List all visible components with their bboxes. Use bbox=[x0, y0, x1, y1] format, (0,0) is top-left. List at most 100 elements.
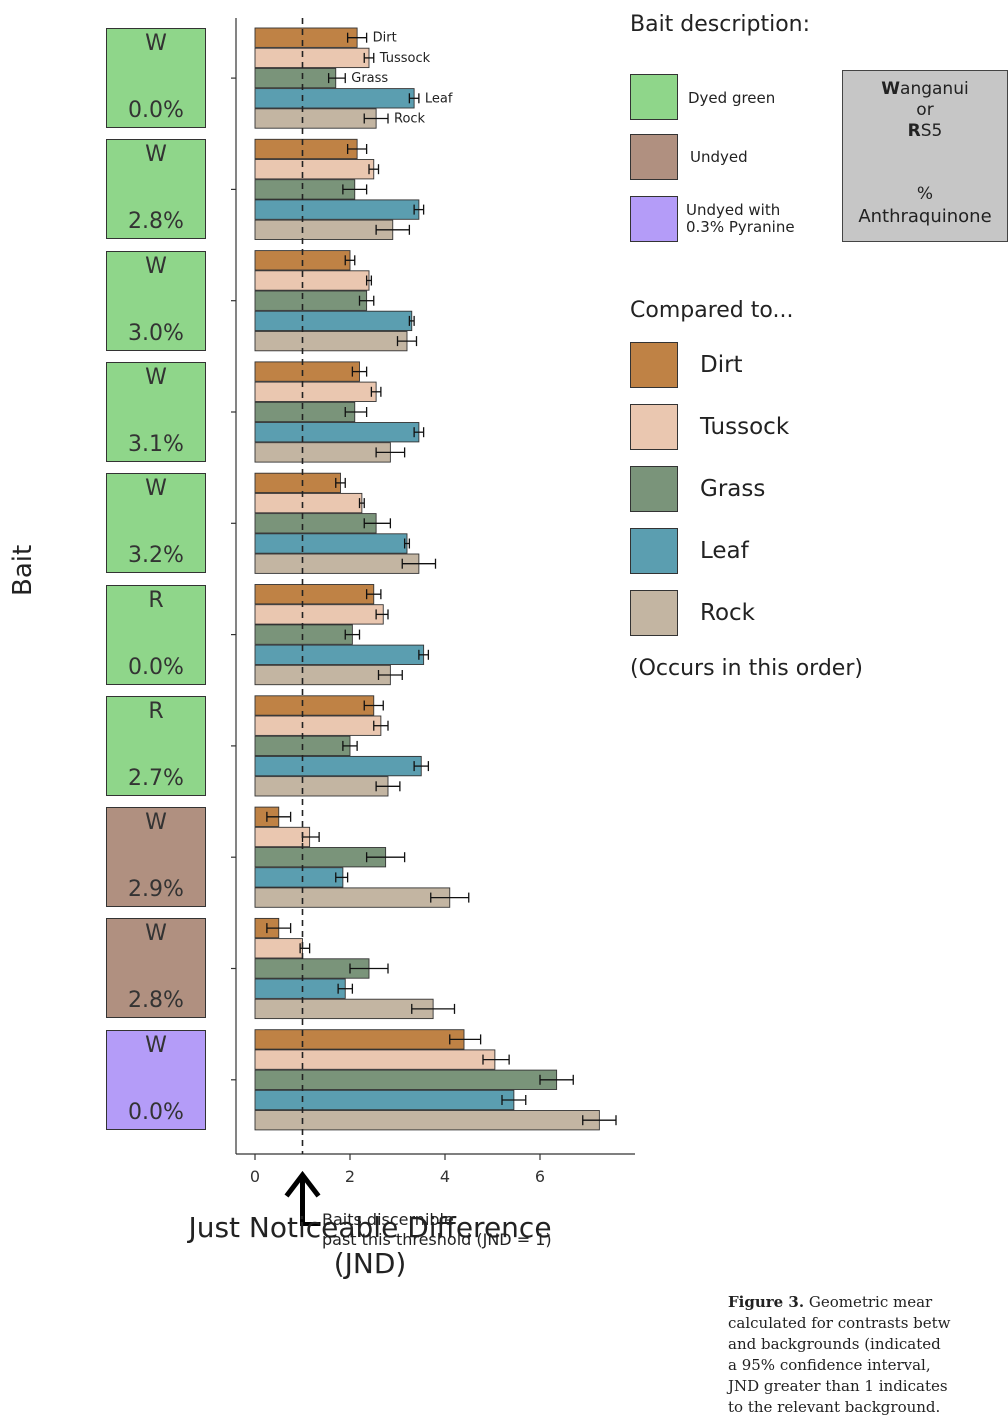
errorbar-grass-7 bbox=[365, 852, 406, 863]
bar-tussock-0 bbox=[254, 47, 370, 69]
bar-grass-4 bbox=[254, 513, 377, 534]
bar-leaf-7 bbox=[254, 867, 344, 888]
bar-tussock-4 bbox=[254, 492, 363, 514]
caption-line-4: JND greater than 1 indicates bbox=[728, 1377, 948, 1395]
bait-box-6: R 2.7% bbox=[106, 695, 206, 796]
compared-label-rock: Rock bbox=[700, 600, 755, 626]
errorbar-grass-3 bbox=[344, 407, 368, 417]
bar-dirt-9 bbox=[254, 1029, 465, 1050]
bait-percent: 0.0% bbox=[128, 654, 184, 680]
bait-code: W bbox=[145, 253, 167, 279]
bar-tussock-1 bbox=[254, 159, 375, 180]
bar-leaf-1 bbox=[254, 199, 420, 220]
order-note: (Occurs in this order) bbox=[630, 656, 863, 681]
errorbar-leaf-7 bbox=[335, 872, 349, 883]
errorbar-leaf-5 bbox=[418, 649, 430, 660]
errorbar-leaf-0 bbox=[408, 93, 420, 104]
bait-box-2: W 3.0% bbox=[106, 250, 206, 351]
errorbar-grass-9 bbox=[539, 1074, 574, 1085]
compared-swatch-grass bbox=[630, 466, 678, 512]
caption-line-5: to the relevant background. bbox=[728, 1398, 941, 1416]
x-tick-label-0: 0 bbox=[250, 1167, 260, 1186]
bar-rock-6 bbox=[254, 776, 389, 797]
key-line-percent: % bbox=[916, 184, 934, 204]
compared-legend-title: Compared to... bbox=[630, 298, 794, 323]
errorbar-dirt-4 bbox=[335, 477, 346, 488]
bar-tussock-5 bbox=[254, 604, 384, 625]
bait-box-1: W 2.8% bbox=[106, 139, 206, 240]
key-line-anthraquinone: Anthraquinone bbox=[858, 206, 992, 227]
bait-code: W bbox=[145, 142, 167, 168]
caption-line-2: and backgrounds (indicated bbox=[728, 1335, 941, 1353]
bar-tussock-7 bbox=[254, 826, 311, 848]
legend-label-pyranine-line2: 0.3% Pyranine bbox=[686, 218, 795, 236]
errorbar-leaf-9 bbox=[501, 1095, 527, 1105]
bar-tussock-9 bbox=[254, 1049, 496, 1070]
errorbar-grass-4 bbox=[363, 518, 392, 529]
errorbar-tussock-4 bbox=[358, 498, 365, 509]
x-tick-label-1: 2 bbox=[345, 1167, 355, 1186]
bait-code: W bbox=[145, 364, 167, 390]
errorbar-rock-8 bbox=[411, 1003, 456, 1014]
bait-code: W bbox=[145, 476, 167, 502]
legend-label-undyed: Undyed bbox=[690, 148, 748, 166]
bar-rock-3 bbox=[254, 442, 391, 463]
bait-code: W bbox=[145, 31, 167, 56]
bar-rock-2 bbox=[254, 330, 408, 352]
compared-swatch-dirt bbox=[630, 342, 678, 388]
errorbar-dirt-9 bbox=[449, 1034, 482, 1045]
bar-leaf-9 bbox=[254, 1089, 515, 1111]
compared-label-dirt: Dirt bbox=[700, 352, 743, 378]
compared-swatch-leaf bbox=[630, 528, 678, 574]
bar-grass-3 bbox=[254, 401, 356, 423]
bar-rock-9 bbox=[254, 1110, 600, 1131]
errorbar-rock-4 bbox=[401, 558, 437, 569]
legend-swatch-dyed-green bbox=[630, 74, 678, 120]
bait-box-5: R 0.0% bbox=[106, 584, 206, 685]
x-tick-label-2: 4 bbox=[440, 1167, 450, 1186]
bait-percent: 2.8% bbox=[128, 988, 184, 1014]
bait-percent: 3.0% bbox=[128, 320, 184, 346]
errorbar-grass-2 bbox=[358, 295, 375, 306]
bar-grass-5 bbox=[254, 624, 353, 645]
compared-label-leaf: Leaf bbox=[700, 538, 749, 564]
errorbar-rock-3 bbox=[375, 447, 406, 458]
errorbar-tussock-1 bbox=[368, 164, 380, 175]
bar-leaf-2 bbox=[254, 310, 413, 332]
bar-label-dirt: Dirt bbox=[373, 31, 397, 46]
bar-dirt-3 bbox=[254, 361, 360, 382]
bar-tussock-8 bbox=[254, 938, 303, 959]
bar-tussock-2 bbox=[254, 270, 370, 291]
bait-percent: 2.7% bbox=[128, 765, 184, 791]
bait-percent: 0.0% bbox=[128, 1099, 184, 1125]
caption-line-3: a 95% confidence interval, bbox=[728, 1356, 931, 1374]
threshold-note-line2: past this threshold (JND = 1) bbox=[322, 1230, 552, 1249]
bait-percent: 2.8% bbox=[128, 209, 184, 235]
bar-tussock-6 bbox=[254, 715, 382, 736]
errorbar-dirt-2 bbox=[344, 255, 356, 266]
errorbar-tussock-2 bbox=[365, 275, 373, 286]
bait-code: W bbox=[145, 810, 167, 836]
bar-leaf-6 bbox=[254, 755, 422, 777]
errorbar-rock-6 bbox=[375, 781, 401, 792]
bait-percent: 2.9% bbox=[128, 877, 184, 903]
bait-box-9: W 0.0% bbox=[106, 1029, 206, 1130]
errorbar-rock-5 bbox=[377, 670, 403, 680]
errorbar-tussock-6 bbox=[373, 720, 389, 731]
errorbar-dirt-3 bbox=[351, 366, 368, 377]
caption-line-0: Figure 3. Geometric mear bbox=[728, 1293, 933, 1311]
errorbar-dirt-1 bbox=[346, 144, 368, 154]
errorbar-dirt-0 bbox=[346, 32, 368, 43]
errorbar-leaf-1 bbox=[413, 204, 425, 215]
bar-rock-0 bbox=[254, 108, 377, 129]
errorbar-grass-1 bbox=[342, 184, 368, 195]
caption-line-1: calculated for contrasts betw bbox=[728, 1314, 951, 1332]
bar-label-rock: Rock bbox=[394, 112, 426, 127]
errorbar-dirt-6 bbox=[363, 700, 384, 711]
key-line-wanganui: Wanganui bbox=[881, 79, 969, 99]
y-axis-title: Bait bbox=[8, 544, 38, 596]
bar-grass-0 bbox=[254, 67, 337, 89]
errorbar-leaf-2 bbox=[408, 315, 415, 326]
bait-code: W bbox=[145, 921, 167, 947]
bar-leaf-0 bbox=[254, 88, 415, 109]
